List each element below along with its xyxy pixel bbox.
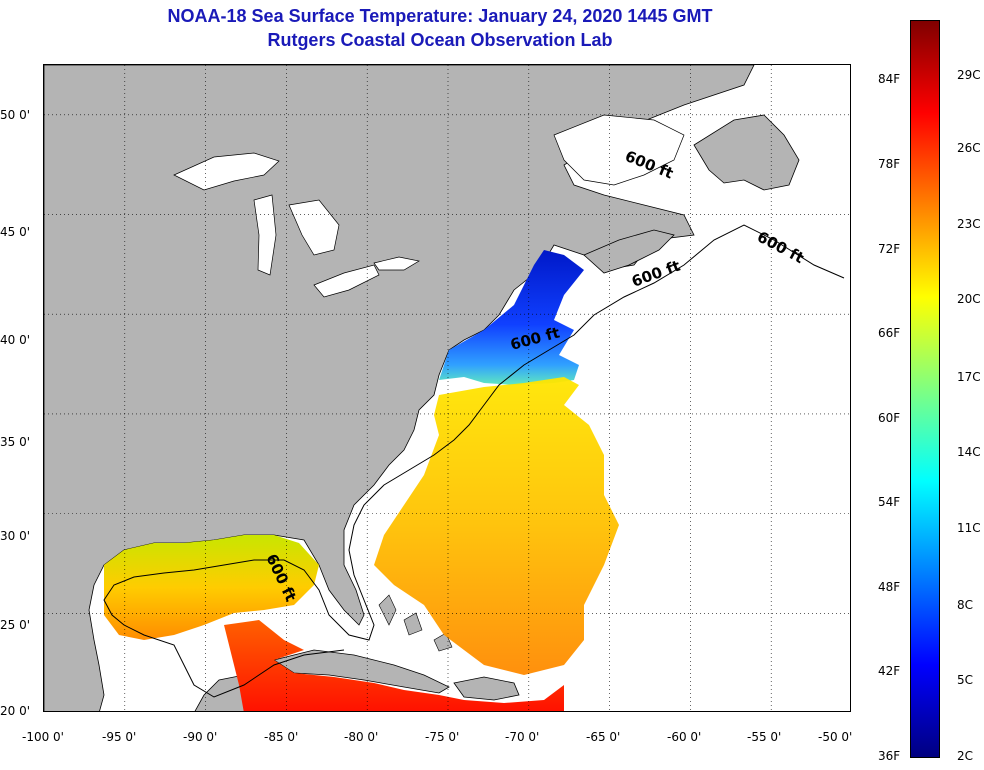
colorbar-f-label: 42F <box>878 664 901 678</box>
temperature-colorbar <box>910 20 940 758</box>
colorbar-c-label: 29C <box>957 68 981 82</box>
sst-atlantic-warm <box>374 377 619 675</box>
x-tick-label: -95 0' <box>102 730 137 744</box>
x-tick-label: -55 0' <box>747 730 782 744</box>
colorbar-f-label: 72F <box>878 242 901 256</box>
isobath-600ft <box>103 224 845 698</box>
y-tick-label: 20 0' <box>0 704 31 718</box>
gulf-st-lawrence <box>553 114 685 186</box>
sst-gulf <box>104 535 319 640</box>
x-tick-label: -100 0' <box>22 730 64 744</box>
y-tick-label: 40 0' <box>0 333 31 347</box>
y-tick-label: 35 0' <box>0 435 31 449</box>
colorbar-c-label: 23C <box>957 217 981 231</box>
colorbar-f-label: 36F <box>878 749 901 763</box>
colorbar-c-label: 14C <box>957 445 981 459</box>
colorbar-f-label: 48F <box>878 580 901 594</box>
x-tick-label: -70 0' <box>505 730 540 744</box>
land-hispaniola <box>453 676 520 701</box>
x-tick-label: -65 0' <box>586 730 621 744</box>
land-bahamas <box>378 594 453 652</box>
x-tick-label: -80 0' <box>344 730 379 744</box>
colorbar-f-label: 78F <box>878 157 901 171</box>
sst-map: 600 ft 600 ft 600 ft 600 ft 600 ft <box>44 65 850 711</box>
title-line-2: Rutgers Coastal Ocean Observation Lab <box>267 30 613 50</box>
y-tick-label: 50 0' <box>0 108 31 122</box>
colorbar-f-label: 84F <box>878 72 901 86</box>
colorbar-c-label: 20C <box>957 292 981 306</box>
colorbar-c-label: 11C <box>957 521 981 535</box>
y-tick-label: 45 0' <box>0 225 31 239</box>
x-tick-label: -85 0' <box>264 730 299 744</box>
lake-superior <box>173 152 280 191</box>
colorbar-c-label: 2C <box>957 749 974 763</box>
lat-lon-grid <box>44 65 850 711</box>
colorbar-f-label: 54F <box>878 495 901 509</box>
land-cuba <box>273 649 450 694</box>
colorbar-c-label: 17C <box>957 370 981 384</box>
land-nova-scotia <box>583 229 675 274</box>
lake-erie <box>313 264 380 298</box>
colorbar-f-label: 66F <box>878 326 901 340</box>
lake-ontario <box>373 256 420 271</box>
x-tick-label: -90 0' <box>183 730 218 744</box>
land-newfoundland <box>693 114 800 191</box>
colorbar-c-label: 26C <box>957 141 981 155</box>
lake-michigan <box>253 194 277 276</box>
colorbar-c-label: 8C <box>957 598 974 612</box>
y-tick-label: 25 0' <box>0 618 31 632</box>
contour-label-600ft-2: 600 ft <box>754 228 807 267</box>
colorbar-f-label: 60F <box>878 411 901 425</box>
title-line-1: NOAA-18 Sea Surface Temperature: January… <box>167 6 713 26</box>
sst-caribbean <box>224 620 564 711</box>
contour-label-600ft-3: 600 ft <box>629 257 682 291</box>
x-tick-label: -50 0' <box>818 730 853 744</box>
x-tick-label: -60 0' <box>667 730 702 744</box>
map-panel[interactable]: 600 ft 600 ft 600 ft 600 ft 600 ft <box>43 64 851 712</box>
x-tick-label: -75 0' <box>425 730 460 744</box>
lake-huron <box>288 199 340 256</box>
y-tick-label: 30 0' <box>0 529 31 543</box>
colorbar-c-label: 5C <box>957 673 974 687</box>
